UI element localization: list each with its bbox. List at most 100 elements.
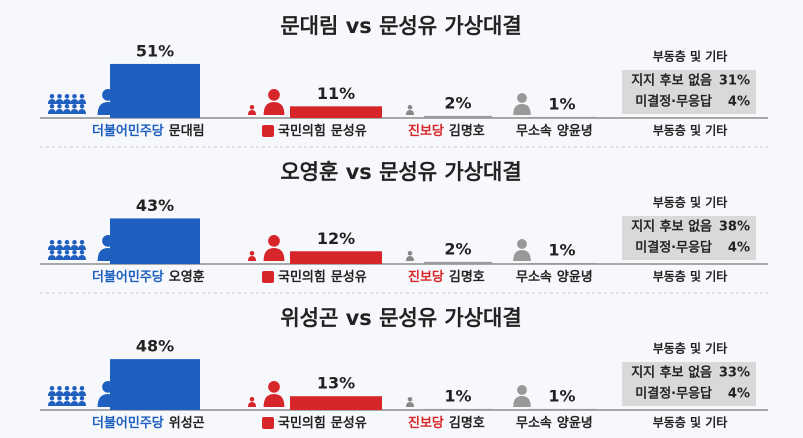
person-icon bbox=[55, 109, 64, 114]
value-label: 1% bbox=[548, 240, 575, 259]
party-name: 진보당 bbox=[408, 415, 444, 431]
person-icon bbox=[79, 250, 85, 255]
candidate-name: 문대림 bbox=[169, 124, 205, 139]
candidate-label: 무소속 양윤녕 bbox=[516, 123, 593, 139]
party-marker bbox=[262, 125, 274, 137]
bar bbox=[424, 261, 492, 264]
person-icon bbox=[55, 245, 64, 250]
panel-title: 위성곤 vs 문성유 가상대결 bbox=[280, 306, 521, 330]
person-icon bbox=[79, 396, 85, 401]
candidate-label: 진보당 김명호 bbox=[408, 269, 485, 285]
candidate-name: 문성유 bbox=[331, 416, 367, 431]
person-icon bbox=[70, 255, 79, 260]
person-icon bbox=[64, 386, 70, 391]
person-icon bbox=[63, 99, 71, 104]
person-icon bbox=[72, 240, 77, 245]
person-icon bbox=[72, 386, 77, 391]
person-icon bbox=[78, 99, 86, 104]
person-icon bbox=[57, 386, 62, 391]
candidate-label: 진보당 김명호 bbox=[408, 123, 485, 139]
bar bbox=[290, 251, 382, 264]
party-name: 진보당 bbox=[408, 123, 444, 139]
bar bbox=[290, 106, 382, 118]
person-icon bbox=[70, 245, 79, 250]
others-title: 부동층 및 기타 bbox=[653, 195, 728, 210]
party-name: 더불어민주당 bbox=[92, 415, 164, 431]
candidate-label: 무소속 양윤녕 bbox=[516, 269, 593, 285]
candidate-label: 국민의힘 문성유 bbox=[278, 269, 367, 285]
person-icon bbox=[70, 391, 79, 396]
others-value: 4% bbox=[728, 241, 750, 256]
party-name: 국민의힘 bbox=[278, 123, 326, 139]
person-icon bbox=[78, 391, 86, 396]
candidate-label: 국민의힘 문성유 bbox=[278, 415, 367, 431]
others-box bbox=[622, 70, 756, 114]
person-icon bbox=[55, 391, 64, 396]
person-icon bbox=[248, 110, 256, 115]
person-icon bbox=[79, 104, 85, 109]
person-icon bbox=[79, 94, 85, 99]
others-value: 4% bbox=[728, 387, 750, 402]
person-icon bbox=[263, 248, 285, 261]
person-icon bbox=[513, 104, 531, 115]
panel-title: 오영훈 vs 문성유 가상대결 bbox=[280, 160, 521, 184]
person-icon bbox=[72, 250, 77, 255]
person-icon bbox=[63, 109, 71, 114]
person-icon bbox=[49, 250, 55, 255]
others-value: 31% bbox=[719, 74, 750, 89]
person-icon bbox=[406, 110, 414, 115]
bar bbox=[528, 408, 596, 410]
person-icon bbox=[48, 245, 56, 250]
person-icon bbox=[49, 386, 55, 391]
person-icon bbox=[249, 397, 255, 402]
others-value: 38% bbox=[719, 220, 750, 235]
candidate-label: 더불어민주당 문대림 bbox=[92, 123, 205, 139]
others-value: 33% bbox=[719, 366, 750, 381]
candidate-name: 김명호 bbox=[449, 415, 485, 431]
value-label: 11% bbox=[317, 84, 355, 103]
bar bbox=[528, 262, 596, 264]
candidate-name: 양윤녕 bbox=[557, 123, 593, 139]
person-icon bbox=[249, 251, 255, 256]
person-icon bbox=[248, 402, 256, 407]
person-icon bbox=[268, 235, 280, 247]
party-name: 더불어민주당 bbox=[92, 123, 164, 139]
person-icon bbox=[513, 396, 531, 407]
party-name: 무소속 bbox=[516, 416, 552, 431]
person-icon bbox=[57, 396, 62, 401]
candidate-name: 오영훈 bbox=[169, 269, 205, 285]
others-box bbox=[622, 216, 756, 260]
party-marker bbox=[262, 271, 274, 283]
candidate-name: 문성유 bbox=[331, 270, 367, 285]
person-icon bbox=[63, 255, 71, 260]
candidate-name: 양윤녕 bbox=[557, 269, 593, 285]
person-icon bbox=[63, 401, 71, 406]
person-icon bbox=[72, 104, 77, 109]
person-icon bbox=[57, 104, 62, 109]
party-name: 무소속 bbox=[516, 124, 552, 139]
others-footer: 부동층 및 기타 bbox=[653, 123, 728, 138]
person-icon bbox=[64, 250, 70, 255]
value-label: 48% bbox=[136, 337, 174, 356]
others-label: 미결정·무응답 bbox=[635, 386, 712, 402]
person-icon bbox=[64, 396, 70, 401]
candidate-name: 양윤녕 bbox=[557, 415, 593, 431]
person-icon bbox=[57, 250, 62, 255]
person-icon bbox=[55, 401, 64, 406]
person-icon bbox=[79, 240, 85, 245]
person-icon bbox=[406, 256, 414, 261]
person-icon bbox=[78, 401, 86, 406]
bar bbox=[424, 115, 492, 118]
person-icon bbox=[517, 385, 527, 395]
person-icon bbox=[407, 251, 413, 256]
person-icon bbox=[248, 256, 256, 261]
person-icon bbox=[49, 104, 55, 109]
person-icon bbox=[64, 104, 70, 109]
person-icon bbox=[406, 402, 414, 407]
person-icon bbox=[63, 245, 71, 250]
value-label: 43% bbox=[136, 196, 174, 215]
value-label: 51% bbox=[136, 41, 174, 60]
others-title: 부동층 및 기타 bbox=[653, 341, 728, 356]
person-icon bbox=[72, 396, 77, 401]
